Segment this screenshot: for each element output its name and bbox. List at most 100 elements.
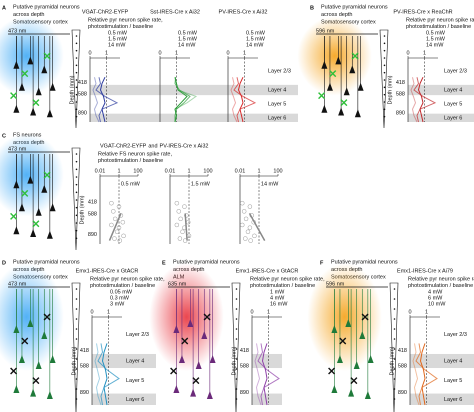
depth-profile [174, 77, 188, 123]
electrode-site [383, 93, 386, 96]
fs-neuron [243, 236, 248, 241]
neuron [331, 385, 338, 393]
plot-title: VGAT-ChR2-EYFP [82, 9, 129, 15]
electrode-site [235, 388, 238, 390]
electrode-site [383, 42, 386, 45]
electrode [231, 282, 241, 412]
inhibition-cross [43, 313, 51, 321]
panel-heading: across depth [321, 12, 353, 18]
x-axis-label: Relative pyr neuron spike rate, [406, 17, 474, 23]
x-tick-label: 1 [425, 309, 428, 315]
depth-tick-label: 588 [398, 364, 407, 370]
electrode-site [393, 378, 396, 380]
power-label: 1.5 mW [191, 181, 211, 187]
fs-neuron [182, 204, 187, 209]
neuron [46, 109, 53, 118]
x-tick-label: 0 [158, 50, 161, 56]
x-axis-label: photostimulation / baseline [250, 283, 315, 289]
x-tick-label: 0 [408, 309, 411, 315]
electrode-site [75, 298, 78, 300]
layer-label: Layer 6 [444, 116, 462, 122]
plot-title: Sst-IRES-Cre x Ai32 [150, 9, 200, 15]
depth-profile [254, 343, 262, 406]
electrode-site [75, 358, 78, 360]
neuron [345, 319, 352, 327]
inhibition-cross [181, 337, 189, 345]
neuron [195, 361, 202, 369]
panel-letter: D [2, 260, 6, 266]
x-tick-label: 1 [243, 50, 246, 56]
panel-heading: Putative pyramidal neurons [173, 259, 240, 265]
x-tick-label: 1 [175, 50, 178, 56]
x-tick-label: 1 [117, 168, 120, 174]
electrode-site [383, 86, 386, 89]
legend-entry: 14 mW [108, 42, 126, 48]
neuron [35, 87, 42, 96]
y-axis-label: Depth (mm) [231, 346, 237, 375]
x-tick-label: 100 [133, 168, 142, 174]
neuron [27, 56, 34, 65]
layer-label: Layer 5 [126, 378, 144, 384]
layer-band [408, 113, 474, 122]
layer-band [92, 353, 156, 369]
depth-tick-label: 418 [240, 348, 249, 354]
laser-label: 635 nm [168, 281, 187, 287]
depth-tick-label: 890 [396, 110, 405, 116]
legend-entry: 1.5 mW [178, 36, 198, 42]
neuron [178, 355, 185, 363]
neuron [190, 388, 197, 397]
depth-profile [95, 77, 119, 123]
fs-neuron [245, 229, 251, 235]
depth-tick-label: 418 [396, 80, 405, 86]
neuron [343, 87, 350, 96]
fs-neuron [248, 238, 253, 243]
neuron [326, 82, 333, 91]
depth-tick-label: 588 [80, 364, 89, 370]
neuron [173, 385, 180, 393]
light-glow [0, 133, 64, 217]
inhibition-cross [339, 337, 347, 345]
fs-neuron [247, 225, 253, 230]
fs-neuron [177, 236, 183, 241]
electrode-site [75, 206, 78, 209]
depth-profile [415, 343, 438, 406]
neuron [49, 355, 56, 363]
inhibition-cross [192, 377, 200, 385]
electrode-site [393, 368, 396, 370]
x-tick-label: 0.01 [235, 168, 246, 174]
depth-tick-label: 588 [240, 364, 249, 370]
x-tick-label: 1 [107, 309, 110, 315]
x-tick-label: 0 [226, 50, 229, 56]
x-axis-label: photostimulation / baseline [408, 283, 473, 289]
layer-label: Layer 5 [444, 102, 462, 108]
x-axis-label: Relative pyr neuron spike rate, [250, 276, 325, 282]
depth-tick-label: 890 [78, 110, 87, 116]
panel-letter: E [162, 260, 166, 266]
layer-label: Layer 4 [444, 87, 462, 93]
depth-tick-label: 890 [398, 390, 407, 396]
panel-heading: Putative pyramidal neurons [321, 4, 388, 10]
y-axis-label: Depth (mm) [387, 75, 393, 104]
light-glow [149, 263, 224, 371]
neuron [187, 319, 194, 327]
depth-tick-label: 418 [78, 80, 87, 86]
electrode-site [393, 388, 396, 390]
electrode-site [75, 368, 78, 370]
electrode-site [75, 378, 78, 380]
electrode-site [75, 57, 78, 59]
y-axis-label: Depth (mm) [69, 75, 75, 104]
layer-label: Layer 4 [268, 87, 286, 93]
depth-tick-label: 418 [80, 348, 89, 354]
genotype: and [148, 143, 157, 149]
fit-line [248, 213, 266, 241]
interneuron [318, 92, 326, 100]
neuron [18, 203, 25, 212]
neuron [354, 109, 361, 118]
fs-neuron [112, 216, 118, 222]
fs-neuron [117, 238, 123, 243]
electrode-site [235, 398, 238, 400]
depth-profile [261, 343, 268, 406]
fs-neuron [120, 219, 126, 225]
